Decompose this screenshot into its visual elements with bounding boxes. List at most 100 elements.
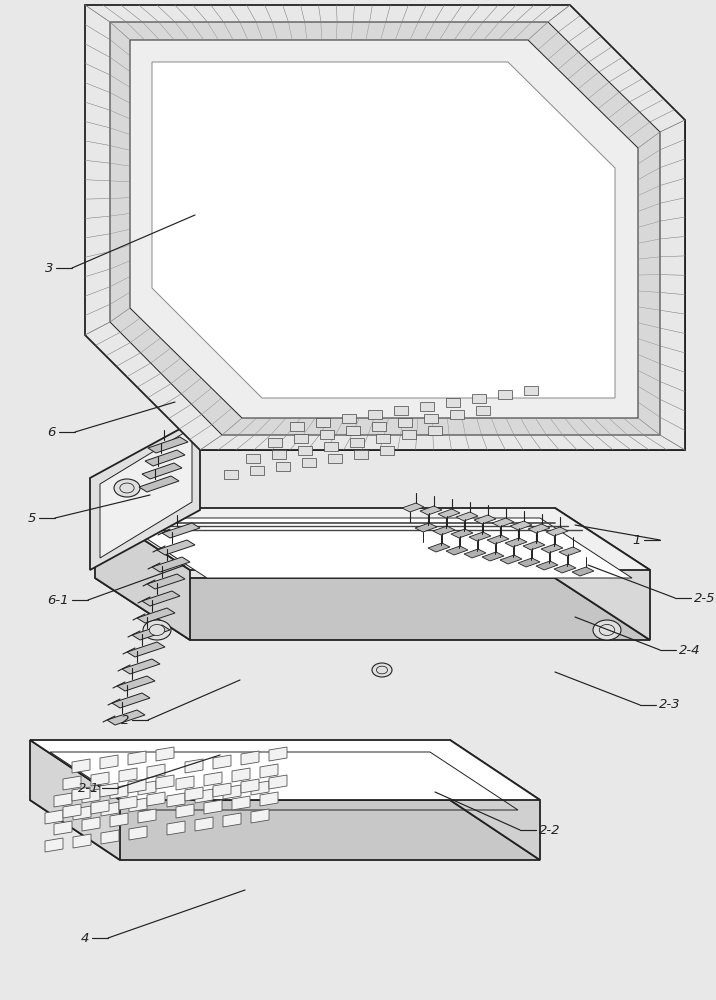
Polygon shape	[63, 804, 81, 818]
Polygon shape	[320, 430, 334, 439]
Polygon shape	[290, 422, 304, 431]
Text: 2-5: 2-5	[694, 591, 715, 604]
Polygon shape	[185, 787, 203, 801]
Polygon shape	[176, 776, 194, 790]
Polygon shape	[398, 418, 412, 427]
Polygon shape	[147, 574, 185, 589]
Polygon shape	[195, 789, 213, 803]
Polygon shape	[402, 430, 416, 439]
Polygon shape	[142, 591, 180, 606]
Polygon shape	[294, 434, 308, 443]
Polygon shape	[138, 781, 156, 795]
Polygon shape	[572, 567, 594, 576]
Polygon shape	[54, 821, 72, 835]
Polygon shape	[152, 557, 190, 572]
Polygon shape	[260, 764, 278, 778]
Polygon shape	[536, 561, 558, 570]
Polygon shape	[316, 418, 330, 427]
Polygon shape	[73, 834, 91, 848]
Polygon shape	[85, 5, 685, 450]
Polygon shape	[428, 426, 442, 435]
Polygon shape	[260, 792, 278, 806]
Text: 6: 6	[48, 426, 56, 438]
Text: 5: 5	[28, 512, 36, 524]
Polygon shape	[269, 747, 287, 761]
Polygon shape	[100, 755, 118, 769]
Polygon shape	[268, 438, 282, 447]
Ellipse shape	[372, 663, 392, 677]
Polygon shape	[474, 515, 496, 524]
Polygon shape	[90, 418, 200, 570]
Polygon shape	[269, 775, 287, 789]
Polygon shape	[72, 787, 90, 801]
Polygon shape	[204, 800, 222, 814]
Polygon shape	[213, 783, 231, 797]
Polygon shape	[523, 541, 545, 550]
Polygon shape	[224, 470, 238, 479]
Polygon shape	[368, 410, 382, 419]
Polygon shape	[176, 804, 194, 818]
Polygon shape	[82, 789, 100, 803]
Polygon shape	[115, 518, 632, 578]
Polygon shape	[500, 555, 522, 564]
Polygon shape	[63, 776, 81, 790]
Polygon shape	[464, 549, 486, 558]
Polygon shape	[302, 458, 316, 467]
Polygon shape	[137, 608, 175, 623]
Polygon shape	[372, 422, 386, 431]
Polygon shape	[157, 540, 195, 555]
Polygon shape	[119, 796, 137, 810]
Polygon shape	[451, 529, 473, 538]
Polygon shape	[127, 642, 165, 657]
Text: 2: 2	[120, 714, 129, 726]
Polygon shape	[251, 781, 269, 795]
Polygon shape	[324, 442, 338, 451]
Polygon shape	[350, 438, 364, 447]
Text: 2-3: 2-3	[659, 698, 680, 712]
Polygon shape	[167, 821, 185, 835]
Polygon shape	[276, 462, 290, 471]
Polygon shape	[110, 785, 128, 799]
Polygon shape	[555, 508, 650, 640]
Polygon shape	[72, 759, 90, 773]
Polygon shape	[142, 463, 182, 479]
Polygon shape	[524, 386, 538, 395]
Ellipse shape	[114, 479, 140, 497]
Polygon shape	[492, 518, 514, 527]
Polygon shape	[119, 768, 137, 782]
Polygon shape	[342, 414, 356, 423]
Polygon shape	[195, 817, 213, 831]
Polygon shape	[30, 800, 540, 860]
Text: 2-1: 2-1	[77, 782, 99, 794]
Polygon shape	[138, 809, 156, 823]
Polygon shape	[30, 740, 540, 800]
Polygon shape	[162, 523, 200, 538]
Polygon shape	[541, 544, 563, 553]
Polygon shape	[402, 503, 424, 512]
Polygon shape	[450, 410, 464, 419]
Polygon shape	[246, 454, 260, 463]
Polygon shape	[438, 509, 460, 518]
Polygon shape	[456, 512, 478, 521]
Polygon shape	[101, 830, 119, 844]
Ellipse shape	[143, 620, 171, 640]
Polygon shape	[433, 526, 455, 535]
Polygon shape	[82, 817, 100, 831]
Polygon shape	[446, 546, 468, 555]
Text: 4: 4	[81, 932, 89, 944]
Polygon shape	[272, 450, 286, 459]
Polygon shape	[415, 523, 437, 532]
Polygon shape	[30, 740, 120, 860]
Polygon shape	[487, 535, 509, 544]
Polygon shape	[100, 428, 192, 558]
Polygon shape	[420, 506, 442, 515]
Polygon shape	[147, 792, 165, 806]
Polygon shape	[251, 809, 269, 823]
Polygon shape	[354, 450, 368, 459]
Polygon shape	[546, 527, 568, 536]
Text: 3: 3	[44, 261, 53, 274]
Polygon shape	[54, 793, 72, 807]
Polygon shape	[472, 394, 486, 403]
Polygon shape	[122, 659, 160, 674]
Polygon shape	[518, 558, 540, 567]
